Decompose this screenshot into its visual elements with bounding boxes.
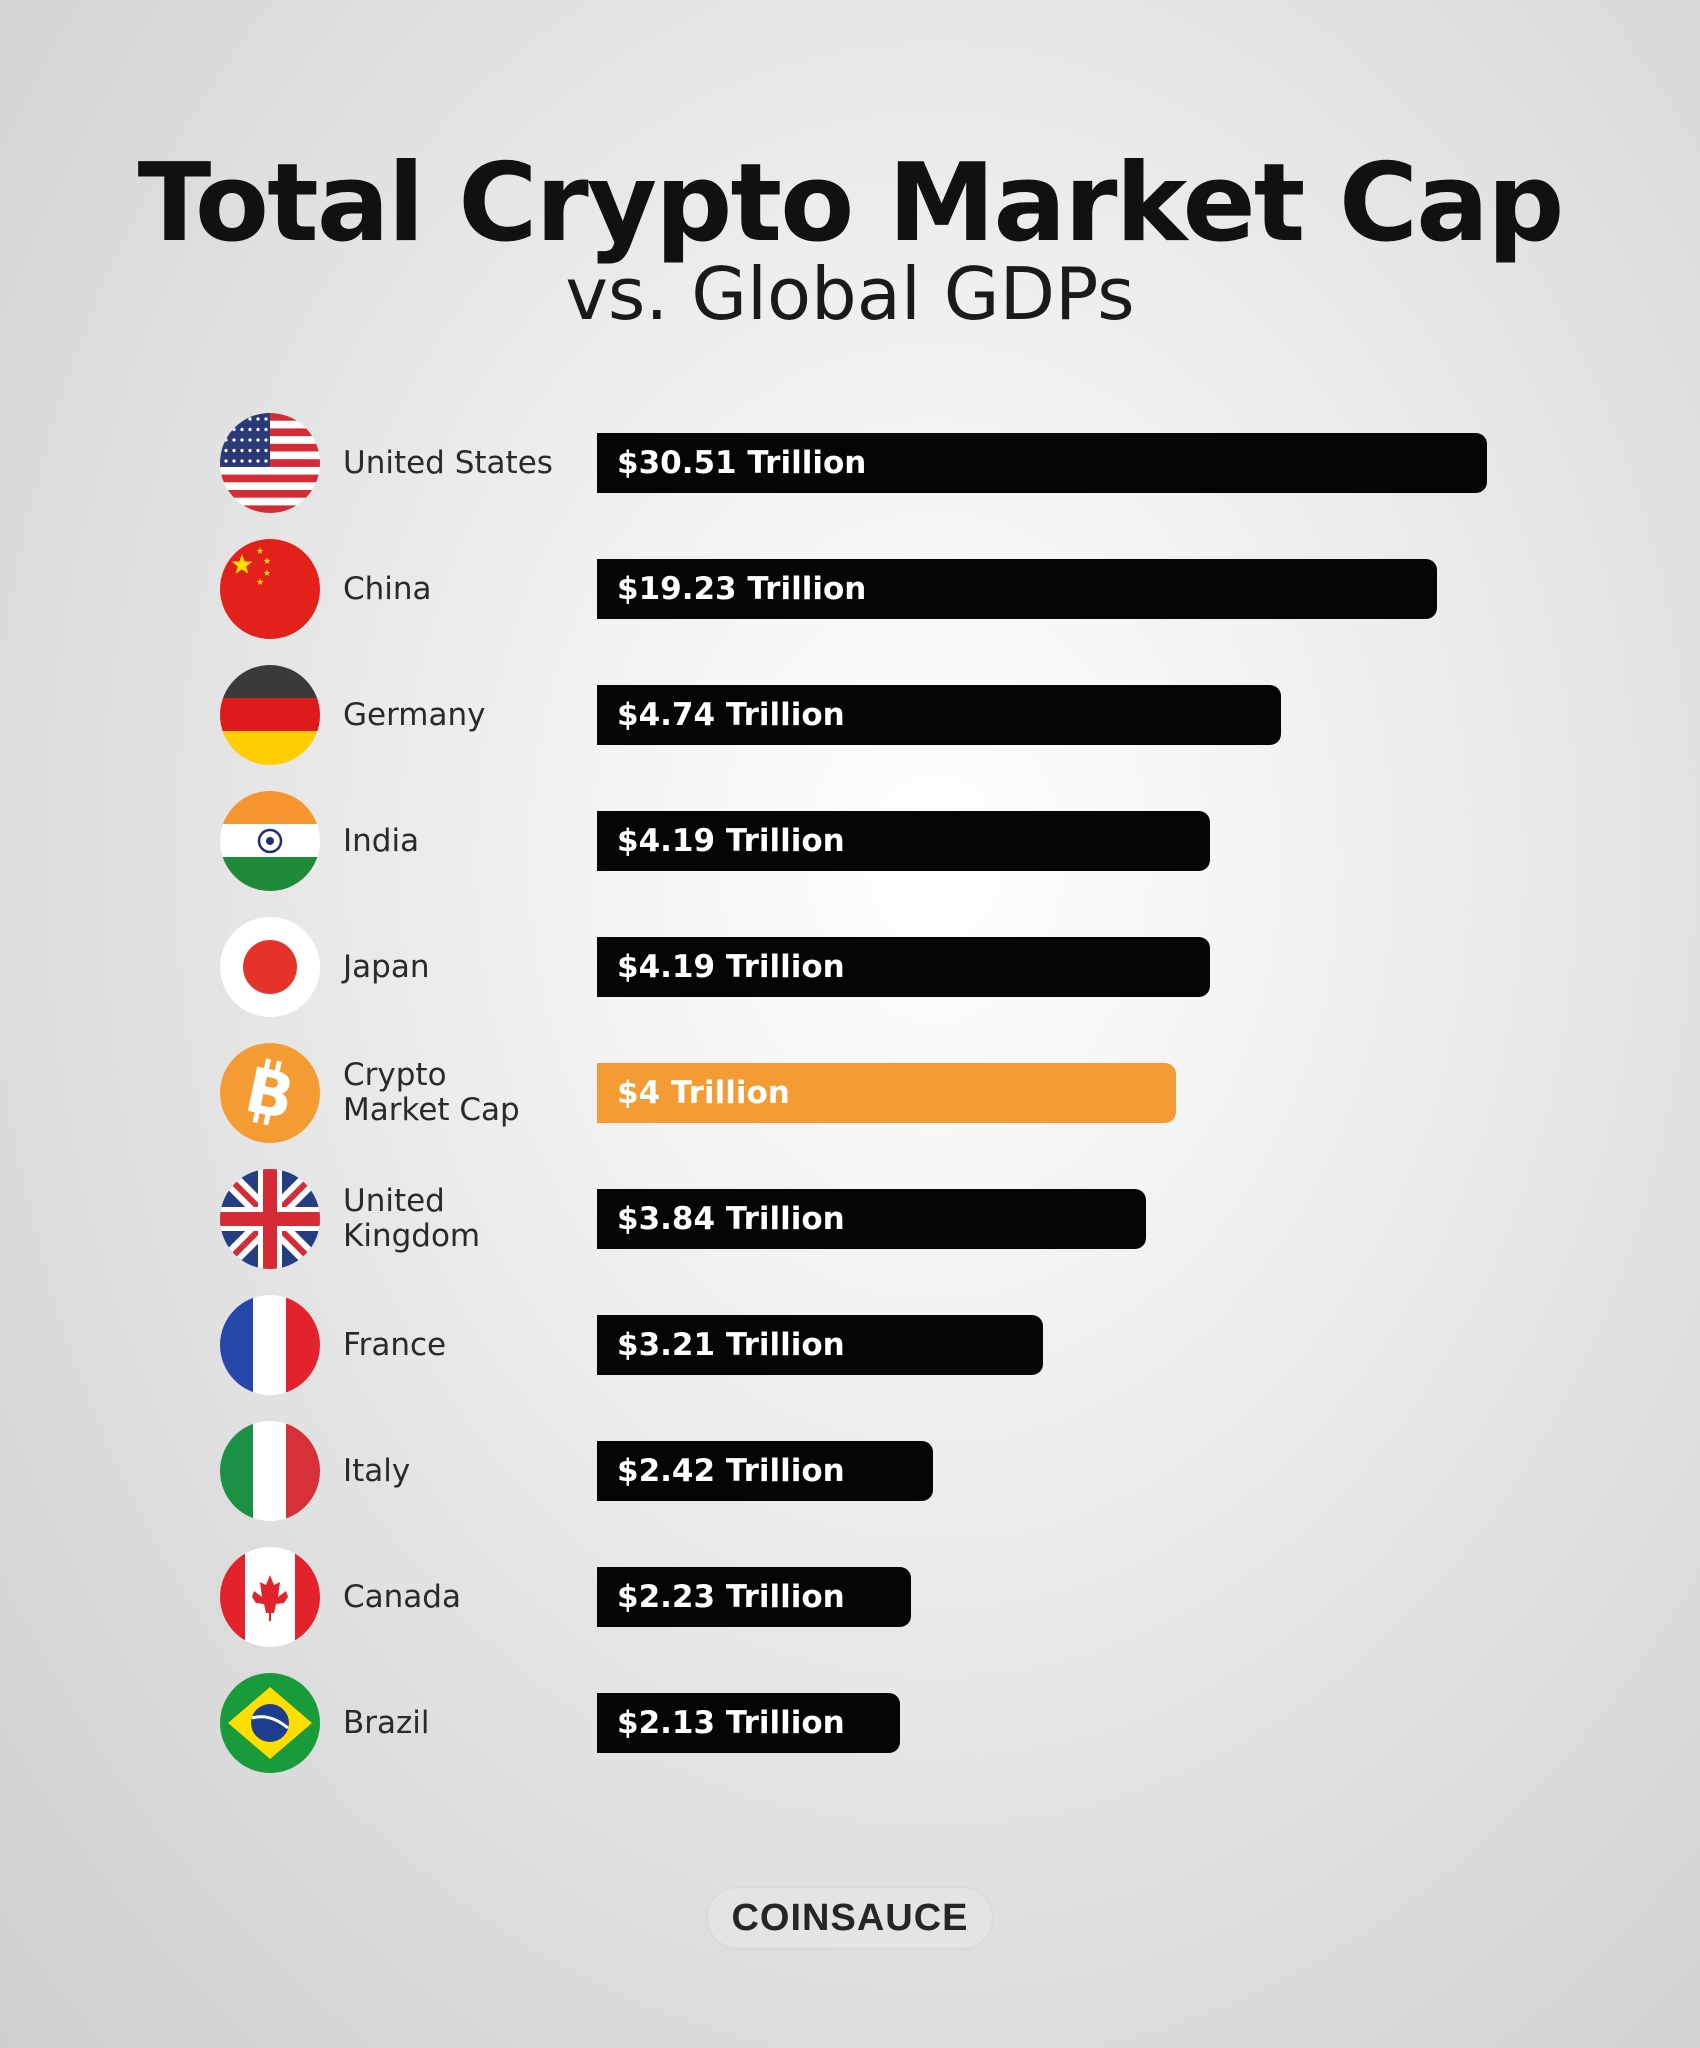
bar-row: Canada $2.23 Trillion bbox=[0, 1547, 1700, 1647]
bar: $3.21 Trillion bbox=[597, 1315, 1043, 1375]
bar-value-label: $4.74 Trillion bbox=[617, 697, 845, 733]
india-flag-icon bbox=[220, 791, 320, 891]
bar-value-label: $19.23 Trillion bbox=[617, 571, 867, 607]
china-flag-icon bbox=[220, 539, 320, 639]
bar-row: India $4.19 Trillion bbox=[0, 791, 1700, 891]
bar-row: United States $30.51 Trillion bbox=[0, 413, 1700, 513]
category-label: Italy bbox=[343, 1452, 411, 1489]
japan-flag-icon bbox=[220, 917, 320, 1017]
bar-row: United Kingdom $3.84 Trillion bbox=[0, 1169, 1700, 1269]
bar: $2.42 Trillion bbox=[597, 1441, 933, 1501]
bar-value-label: $3.84 Trillion bbox=[617, 1201, 845, 1237]
category-label: India bbox=[343, 822, 420, 859]
category-label: Japan bbox=[343, 948, 430, 985]
us-flag-icon bbox=[220, 413, 320, 513]
category-label: Germany bbox=[343, 696, 486, 733]
bar-value-label: $3.21 Trillion bbox=[617, 1327, 845, 1363]
bar-row: France $3.21 Trillion bbox=[0, 1295, 1700, 1395]
chart-subtitle: vs. Global GDPs bbox=[565, 252, 1135, 336]
bar-row: Germany $4.74 Trillion bbox=[0, 665, 1700, 765]
bar: $4.74 Trillion bbox=[597, 685, 1281, 745]
category-label: Canada bbox=[343, 1578, 461, 1615]
bar: $30.51 Trillion bbox=[597, 433, 1487, 493]
brand-logo: COINSAUCE bbox=[708, 1888, 992, 1948]
bar-highlight: $4 Trillion bbox=[597, 1063, 1176, 1123]
bar-value-label: $4 Trillion bbox=[617, 1075, 790, 1111]
category-label: France bbox=[343, 1326, 447, 1363]
bar-row: Japan $4.19 Trillion bbox=[0, 917, 1700, 1017]
germany-flag-icon bbox=[220, 665, 320, 765]
uk-flag-icon bbox=[220, 1169, 320, 1269]
bar: $3.84 Trillion bbox=[597, 1189, 1146, 1249]
category-label: China bbox=[343, 570, 432, 607]
bar-row: Brazil $2.13 Trillion bbox=[0, 1673, 1700, 1773]
chart-title: Total Crypto Market Cap bbox=[137, 141, 1565, 266]
bitcoin-icon: B bbox=[220, 1043, 320, 1143]
bar-value-label: $4.19 Trillion bbox=[617, 823, 845, 859]
france-flag-icon bbox=[220, 1295, 320, 1395]
bar: $4.19 Trillion bbox=[597, 811, 1210, 871]
bar-value-label: $30.51 Trillion bbox=[617, 445, 867, 481]
bar-value-label: $2.42 Trillion bbox=[617, 1453, 845, 1489]
category-label: Brazil bbox=[343, 1704, 430, 1741]
bar: $2.13 Trillion bbox=[597, 1693, 900, 1753]
bar: $4.19 Trillion bbox=[597, 937, 1210, 997]
bar-value-label: $2.23 Trillion bbox=[617, 1579, 845, 1615]
bar-value-label: $4.19 Trillion bbox=[617, 949, 845, 985]
bar: $2.23 Trillion bbox=[597, 1567, 911, 1627]
brazil-flag-icon bbox=[220, 1673, 320, 1773]
canada-flag-icon bbox=[220, 1547, 320, 1647]
category-label: United States bbox=[343, 444, 553, 481]
category-label: United Kingdom bbox=[343, 1183, 481, 1254]
category-label: Crypto Market Cap bbox=[343, 1057, 520, 1128]
italy-flag-icon bbox=[220, 1421, 320, 1521]
bar-row: China $19.23 Trillion bbox=[0, 539, 1700, 639]
bar-row: Italy $2.42 Trillion bbox=[0, 1421, 1700, 1521]
bar-row: B Crypto Market Cap $4 Trillion bbox=[0, 1043, 1700, 1143]
bar-value-label: $2.13 Trillion bbox=[617, 1705, 845, 1741]
bar: $19.23 Trillion bbox=[597, 559, 1437, 619]
